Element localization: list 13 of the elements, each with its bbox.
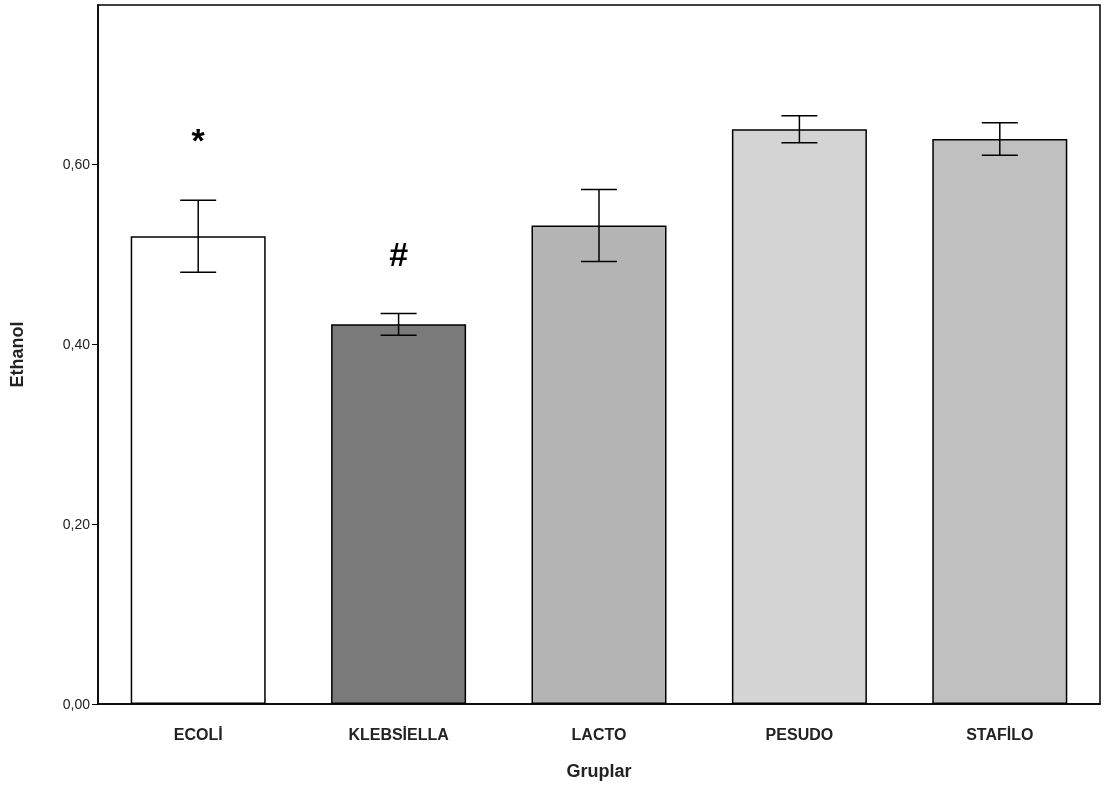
x-tick-label: KLEBSİELLA <box>348 725 450 743</box>
x-tick-label: LACTO <box>571 725 627 743</box>
y-axis-title: Ethanol <box>7 321 27 388</box>
y-tick-label: 0,00 <box>62 696 91 712</box>
y-tick-label: 0,60 <box>62 156 91 173</box>
annotation: * <box>191 121 206 160</box>
y-tick-label: 0,20 <box>62 516 91 533</box>
x-tick-label: ECOLİ <box>173 725 223 743</box>
x-tick-label: STAFİLO <box>966 725 1034 743</box>
x-axis-title: Gruplar <box>566 761 632 781</box>
annotation: # <box>389 234 409 273</box>
y-tick-label: 0,40 <box>62 336 91 353</box>
x-tick-label: PESUDO <box>765 725 834 743</box>
